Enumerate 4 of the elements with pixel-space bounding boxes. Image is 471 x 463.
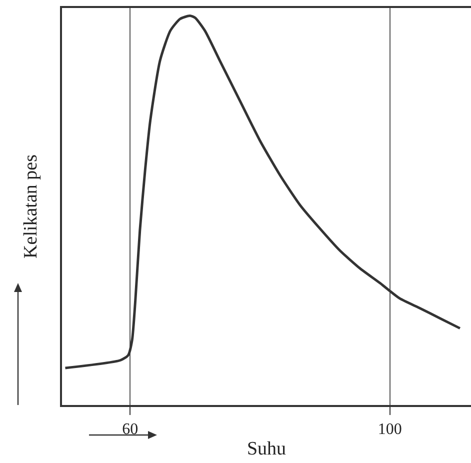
y-axis-title: Kelikatan pes — [20, 154, 42, 258]
x-tick-label: 100 — [378, 420, 402, 438]
x-axis-title: Suhu — [246, 438, 287, 460]
x-tick-label: 60 — [122, 420, 138, 438]
